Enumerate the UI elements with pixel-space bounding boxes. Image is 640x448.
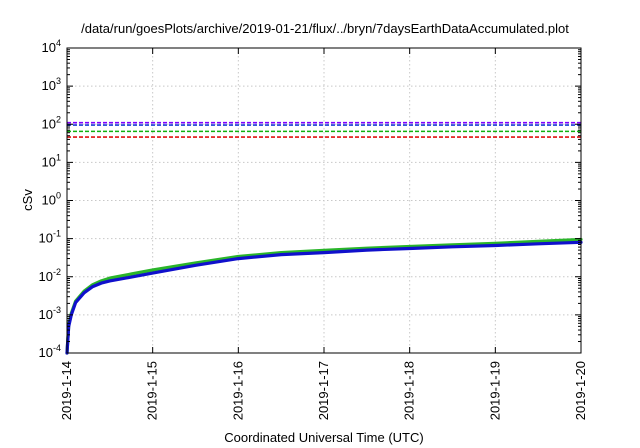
grid	[66, 47, 582, 354]
y-tick-label: 104	[42, 38, 61, 55]
y-tick-label: 103	[42, 76, 61, 93]
y-tick-label: 10-1	[39, 229, 61, 246]
y-tick-label: 100	[42, 191, 61, 208]
y-tick-labels: 10-4 10-3 10-2 10-1 100 101 102 103 104	[39, 38, 61, 360]
x-tick-labels: 2019-1-14 2019-1-15 2019-1-16 2019-1-17 2019…	[59, 361, 588, 420]
x-tick-label: 2019-1-14	[59, 361, 74, 420]
x-tick-label: 2019-1-16	[230, 361, 245, 420]
axis-ticks	[66, 47, 582, 354]
x-tick-label: 2019-1-19	[487, 361, 502, 420]
y-axis-label: cSv	[20, 189, 35, 211]
x-tick-label: 2019-1-15	[145, 361, 160, 420]
y-tick-label: 102	[42, 114, 61, 131]
x-tick-label: 2019-1-18	[402, 361, 417, 420]
x-tick-label: 2019-1-17	[316, 361, 331, 420]
threshold-lines	[67, 121, 581, 138]
chart-title: /data/run/goesPlots/archive/2019-01-21/f…	[81, 21, 569, 36]
y-tick-label: 10-3	[39, 305, 61, 322]
y-tick-label: 101	[42, 152, 61, 169]
x-axis-label: Coordinated Universal Time (UTC)	[224, 430, 423, 445]
series-line	[65, 240, 583, 355]
series-lines	[65, 237, 583, 355]
x-tick-label: 2019-1-20	[573, 361, 588, 420]
y-tick-label: 10-2	[39, 267, 61, 284]
y-tick-label: 10-4	[39, 343, 61, 360]
